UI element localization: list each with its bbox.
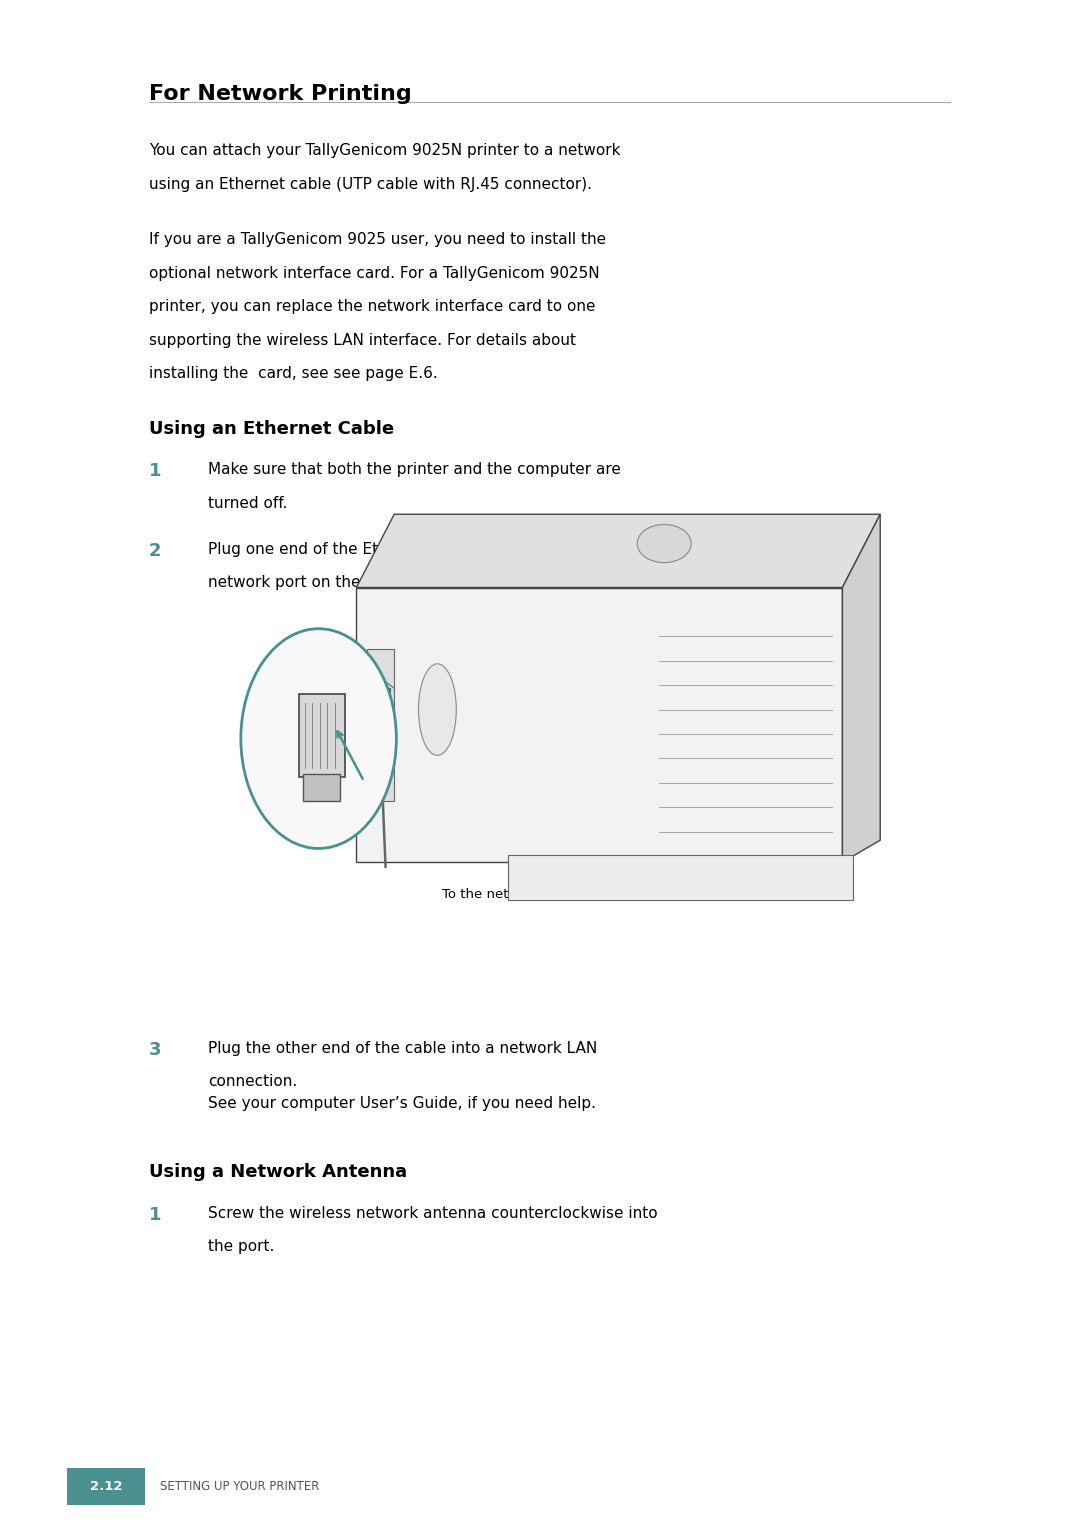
- Polygon shape: [356, 588, 842, 862]
- Bar: [367, 649, 394, 801]
- Text: SETTING UP YOUR PRINTER: SETTING UP YOUR PRINTER: [160, 1480, 320, 1492]
- Bar: [299, 694, 345, 777]
- Ellipse shape: [637, 525, 691, 563]
- Bar: [370, 688, 390, 710]
- Bar: [508, 855, 853, 900]
- Text: using an Ethernet cable (UTP cable with RJ.45 connector).: using an Ethernet cable (UTP cable with …: [149, 177, 592, 192]
- Bar: [67, 1468, 145, 1505]
- Text: See your computer User’s Guide, if you need help.: See your computer User’s Guide, if you n…: [208, 1096, 596, 1111]
- Text: Plug one end of the Ethernet cable into the Ethernet: Plug one end of the Ethernet cable into …: [208, 542, 610, 557]
- Text: 3: 3: [149, 1041, 162, 1059]
- Polygon shape: [356, 514, 880, 588]
- Bar: [303, 774, 340, 801]
- Text: 1: 1: [149, 1206, 162, 1224]
- Polygon shape: [842, 514, 880, 862]
- Text: network port on the Printer.: network port on the Printer.: [208, 575, 420, 591]
- Ellipse shape: [419, 664, 457, 755]
- Text: Screw the wireless network antenna counterclockwise into: Screw the wireless network antenna count…: [208, 1206, 658, 1221]
- Text: 2: 2: [149, 542, 162, 560]
- Text: Using a Network Antenna: Using a Network Antenna: [149, 1163, 407, 1181]
- Text: Plug the other end of the cable into a network LAN: Plug the other end of the cable into a n…: [208, 1041, 597, 1056]
- Circle shape: [241, 629, 396, 848]
- Text: turned off.: turned off.: [208, 496, 287, 511]
- Text: 2.12: 2.12: [90, 1480, 122, 1492]
- Text: connection.: connection.: [208, 1074, 298, 1090]
- Text: supporting the wireless LAN interface. For details about: supporting the wireless LAN interface. F…: [149, 333, 576, 348]
- Text: Make sure that both the printer and the computer are: Make sure that both the printer and the …: [208, 462, 621, 478]
- Text: You can attach your TallyGenicom 9025N printer to a network: You can attach your TallyGenicom 9025N p…: [149, 143, 621, 159]
- Text: Using an Ethernet Cable: Using an Ethernet Cable: [149, 420, 394, 438]
- Text: If you are a TallyGenicom 9025 user, you need to install the: If you are a TallyGenicom 9025 user, you…: [149, 232, 606, 247]
- Text: the port.: the port.: [208, 1239, 274, 1254]
- Bar: [374, 707, 387, 737]
- Text: printer, you can replace the network interface card to one: printer, you can replace the network int…: [149, 299, 595, 314]
- Text: optional network interface card. For a TallyGenicom 9025N: optional network interface card. For a T…: [149, 266, 599, 281]
- Text: To the network LAN connection: To the network LAN connection: [442, 888, 649, 902]
- Text: 1: 1: [149, 462, 162, 481]
- Text: For Network Printing: For Network Printing: [149, 84, 411, 104]
- Text: installing the  card, see see page E.6.: installing the card, see see page E.6.: [149, 366, 437, 382]
